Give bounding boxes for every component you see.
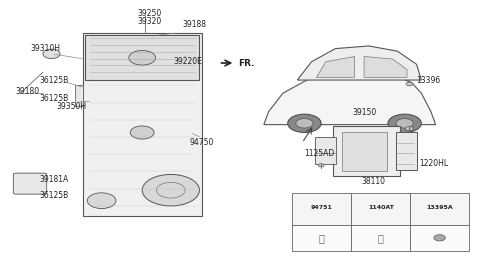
Circle shape <box>434 235 445 241</box>
FancyBboxPatch shape <box>342 132 386 171</box>
Circle shape <box>130 126 154 139</box>
Text: 1140AT: 1140AT <box>368 205 394 210</box>
Polygon shape <box>85 36 199 80</box>
Text: 38110: 38110 <box>362 176 386 186</box>
Bar <box>292 224 351 250</box>
Circle shape <box>318 164 324 167</box>
Polygon shape <box>75 85 83 106</box>
Text: 🔩: 🔩 <box>378 233 384 243</box>
FancyBboxPatch shape <box>13 173 47 194</box>
FancyBboxPatch shape <box>315 137 336 165</box>
Circle shape <box>87 193 116 209</box>
Circle shape <box>406 126 413 131</box>
Text: 94750: 94750 <box>190 139 214 148</box>
Circle shape <box>43 49 60 59</box>
Polygon shape <box>264 72 436 125</box>
Polygon shape <box>364 56 407 77</box>
Text: 39250: 39250 <box>137 9 162 18</box>
Text: FR.: FR. <box>239 59 255 68</box>
Bar <box>410 193 469 224</box>
Bar <box>351 224 410 250</box>
Text: 94751: 94751 <box>311 205 333 210</box>
Text: 39350H: 39350H <box>56 102 86 111</box>
Circle shape <box>142 174 199 206</box>
Circle shape <box>288 114 321 132</box>
Text: 36125B: 36125B <box>39 94 69 103</box>
Circle shape <box>388 114 421 132</box>
Circle shape <box>396 119 413 128</box>
Circle shape <box>296 119 313 128</box>
FancyBboxPatch shape <box>396 132 417 170</box>
Bar <box>292 193 351 224</box>
Text: 🔥: 🔥 <box>319 233 325 243</box>
Text: 39220E: 39220E <box>173 57 202 66</box>
Text: 39320: 39320 <box>137 16 162 25</box>
Polygon shape <box>297 46 421 80</box>
Text: 39150: 39150 <box>352 108 376 117</box>
Text: 36125B: 36125B <box>39 76 69 85</box>
Text: 1125AD: 1125AD <box>304 149 335 158</box>
Bar <box>410 224 469 250</box>
FancyBboxPatch shape <box>333 126 400 176</box>
Text: 39188: 39188 <box>183 20 207 29</box>
Polygon shape <box>316 56 355 77</box>
Text: 1220HL: 1220HL <box>419 160 448 169</box>
Text: 39181A: 39181A <box>39 175 69 184</box>
Text: 13395A: 13395A <box>426 205 453 210</box>
Polygon shape <box>83 33 202 217</box>
Circle shape <box>129 50 156 65</box>
Text: 36125B: 36125B <box>39 191 69 200</box>
Text: 39180: 39180 <box>16 87 40 96</box>
Bar <box>351 193 410 224</box>
Text: 13396: 13396 <box>417 76 441 85</box>
Text: 39310H: 39310H <box>30 44 60 53</box>
Circle shape <box>406 82 413 86</box>
